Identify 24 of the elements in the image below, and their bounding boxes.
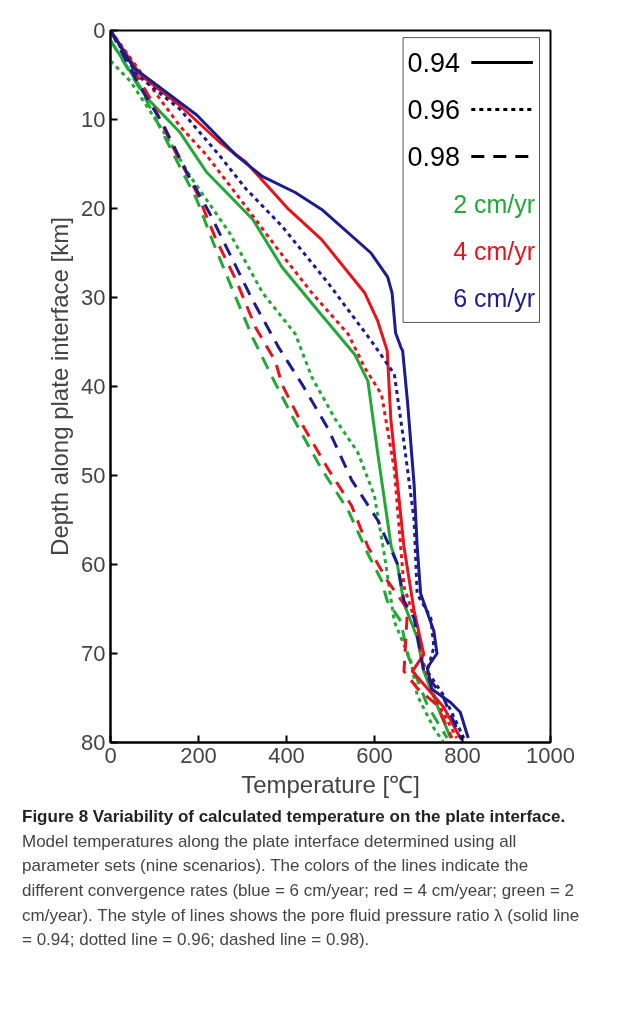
- annotation: 0.98: [407, 142, 461, 173]
- annotation: 0.96: [407, 95, 461, 126]
- text: Model temperatures along the plate interface determined using all parameter sets (nine scenarios). The colors of the lines indicate the different convergence rates (blue = 6 cm/year; red = 4 cm/year; green = 2 cm/year). The style of lines shows the pore fluid pressure ratio λ (solid line = 0.94; dotted line = 0.96; dashed line = 0.98).: [22, 831, 580, 950]
- x-tick-label: 800: [444, 742, 481, 768]
- y-tick-label: 40: [81, 374, 106, 399]
- annotation: 0.94: [407, 48, 461, 79]
- y-tick-label: 70: [81, 641, 106, 666]
- x-tick-label: 400: [268, 742, 305, 768]
- annotation: 4 cm/yr: [453, 236, 536, 265]
- annotation: 2 cm/yr: [453, 189, 536, 218]
- y-tick-label: 20: [81, 196, 106, 221]
- x-tick-label: 600: [356, 742, 393, 768]
- y-tick-label: 60: [81, 552, 106, 577]
- y-tick-label: 50: [81, 463, 106, 488]
- y-tick-label: 30: [81, 285, 106, 310]
- x-axis-title: Temperature [℃]: [241, 770, 420, 798]
- y-tick-label: 0: [93, 18, 106, 43]
- y-axis-title: Depth along plate interface [km]: [46, 217, 74, 556]
- x-tick-label: 1000: [526, 742, 575, 768]
- y-tick-label: 80: [81, 730, 106, 755]
- annotation: 6 cm/yr: [453, 283, 536, 312]
- y-tick-label: 10: [81, 107, 106, 132]
- x-tick-label: 200: [180, 742, 217, 768]
- text: Figure 8 Variability of calculated temperature on the plate interface.: [22, 807, 566, 826]
